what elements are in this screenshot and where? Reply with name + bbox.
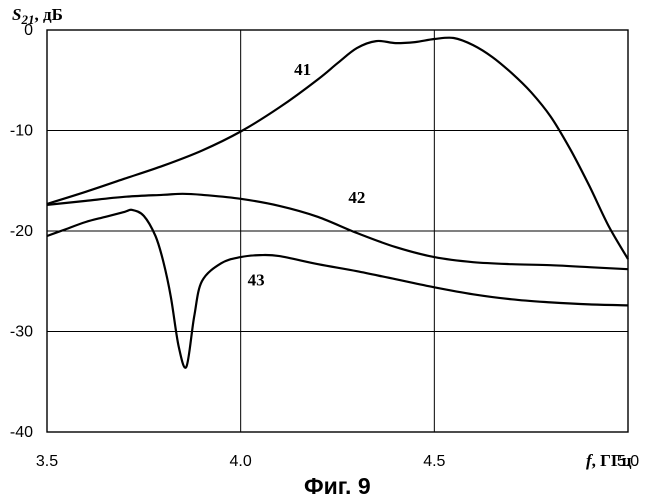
y-tick-label: -20 — [10, 223, 33, 240]
x-tick-label: 4.5 — [423, 453, 445, 470]
series-43-line — [47, 210, 628, 368]
curves — [47, 38, 628, 368]
grid — [47, 30, 628, 432]
tick-labels: 3.54.04.55.00-10-20-30-40 — [10, 22, 639, 470]
y-tick-label: -10 — [10, 123, 33, 140]
series-41-label: 41 — [294, 60, 311, 79]
y-axis-label: S21, дБ — [12, 5, 63, 27]
y-tick-label: -40 — [10, 424, 33, 441]
x-tick-label: 3.5 — [36, 453, 58, 470]
series-43-label: 43 — [248, 270, 265, 289]
x-axis-label: f, ГГц — [586, 451, 632, 470]
figure-caption: Фиг. 9 — [304, 473, 371, 499]
y-tick-label: -30 — [10, 324, 33, 341]
x-tick-label: 4.0 — [230, 453, 252, 470]
series-42-label: 42 — [348, 188, 365, 207]
